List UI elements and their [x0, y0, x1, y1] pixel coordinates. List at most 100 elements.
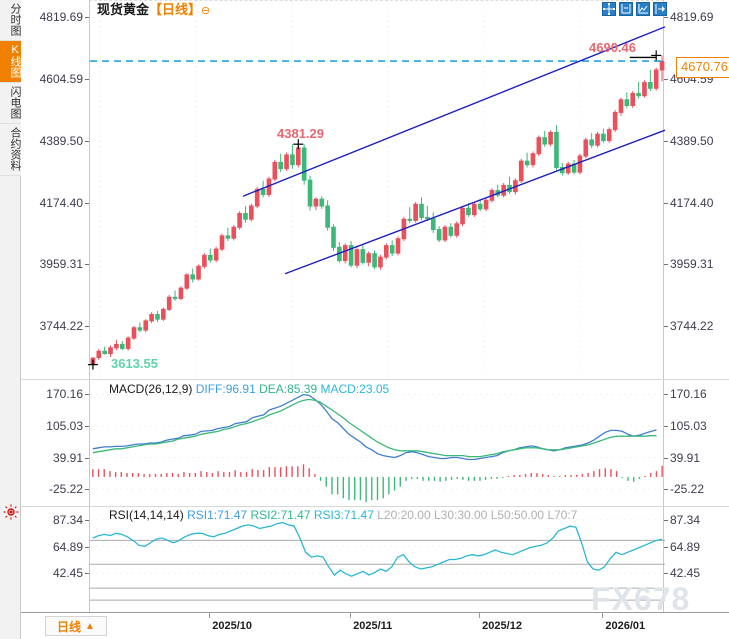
- ylab-macd-right-tick: 170.16: [670, 387, 707, 402]
- zoom-range-icon[interactable]: [636, 2, 650, 16]
- symbol-label: 现货黄金: [97, 2, 150, 17]
- measure-icon[interactable]: [619, 2, 633, 16]
- y-tick-mark: [664, 489, 668, 491]
- ylab-rsi-left-tick: 42.45: [52, 566, 83, 581]
- ylab-macd-left-tick: 39.91: [52, 450, 83, 465]
- y-tick-mark: [85, 17, 89, 19]
- y-tick-mark: [664, 264, 668, 266]
- ylab-macd-right-tick: -25.22: [670, 482, 705, 497]
- y-tick-mark: [85, 394, 89, 396]
- macd-title: MACD(26,12,9): [109, 382, 193, 396]
- x-axis: 2025/10 2025/11 2025/12 2026/01: [21, 612, 729, 639]
- macd-diff-value: DIFF:96.91: [195, 382, 256, 396]
- macd-series: [90, 393, 665, 503]
- annotation-low-3613: 3613.55: [111, 356, 158, 371]
- crosshair-icon[interactable]: [602, 2, 616, 16]
- x-axis-tick-label: 2025/11: [353, 620, 393, 632]
- rsi-l50-value: L50:50.00: [490, 508, 545, 522]
- period-selector-label: 日线: [57, 619, 82, 634]
- x-tick-mark: [602, 613, 604, 618]
- sidebar: 分时图 K线图 闪电图 合约资料: [0, 0, 21, 639]
- ylab-rsi-right-tick: 87.34: [670, 512, 701, 527]
- ylab-price-left-tick: 3959.31: [39, 257, 83, 272]
- y-tick-mark: [664, 546, 668, 548]
- macd-dea-value: DEA:85.39: [259, 382, 318, 396]
- ylab-macd-left-tick: 105.03: [46, 419, 83, 434]
- page-title: 现货黄金【日线】⊖: [97, 3, 210, 18]
- ylab-macd-left-tick: -25.22: [48, 482, 83, 497]
- ylab-price-right-tick: 4819.69: [670, 10, 714, 25]
- lock-icon[interactable]: ⊖: [201, 5, 211, 17]
- rsi-series: [90, 519, 665, 601]
- x-tick-mark: [479, 613, 481, 618]
- annotation-high-4690: 4690.46: [589, 40, 636, 55]
- ylab-rsi-right-tick: 64.89: [670, 539, 701, 554]
- caret-up-icon: ▲: [85, 620, 95, 632]
- sidebar-tab-contract[interactable]: 合约资料: [0, 124, 21, 176]
- rsi1-value: RSI1:71.47: [187, 508, 248, 522]
- y-tick-mark: [85, 79, 89, 81]
- x-axis-tick-label: 2026/01: [605, 620, 646, 632]
- ylab-price-right-tick: 3959.31: [670, 257, 714, 272]
- ylab-price-left-tick: 4174.40: [39, 195, 83, 210]
- y-tick-mark: [664, 394, 668, 396]
- ylab-macd-right-tick: 39.91: [670, 450, 701, 465]
- macd-panel[interactable]: 170.16 105.03 39.91 -25.22 170.16 105.03 39.9…: [21, 379, 729, 506]
- y-tick-mark: [85, 573, 89, 575]
- sidebar-tab-flash[interactable]: 闪电图: [0, 83, 21, 124]
- candlestick-series: [87, 1, 666, 380]
- annotation-high-4381: 4381.29: [277, 126, 324, 141]
- sidebar-tab-timeline[interactable]: 分时图: [0, 0, 21, 41]
- ylab-macd-right-tick: 105.03: [670, 419, 707, 434]
- sun-icon[interactable]: [3, 504, 19, 520]
- ylab-rsi-left-tick: 87.34: [52, 512, 83, 527]
- rsi2-value: RSI2:71.47: [250, 508, 311, 522]
- period-label: 【日线】: [149, 2, 202, 17]
- ylab-price-left-tick: 4819.69: [39, 10, 83, 25]
- rsi-plot-area[interactable]: [89, 507, 665, 612]
- rsi-l20-value: L20:20.00: [377, 508, 431, 522]
- ylab-price-left-tick: 4389.50: [39, 133, 83, 148]
- price-plot-area[interactable]: [87, 0, 666, 380]
- rsi-l30-value: L30:30.00: [433, 508, 488, 522]
- macd-legend: MACD(26,12,9) DIFF:96.91 DEA:85.39 MACD:…: [109, 383, 389, 396]
- ylab-price-right-tick: 4389.50: [670, 133, 714, 148]
- price-panel[interactable]: 4819.69 4604.59 4389.50 4174.40 3959.31 3744.…: [21, 0, 729, 380]
- y-tick-mark: [85, 546, 89, 548]
- chart-column: 4819.69 4604.59 4389.50 4174.40 3959.31 3744.…: [21, 0, 729, 639]
- ylab-rsi-right-tick: 42.45: [670, 566, 701, 581]
- ylab-price-right-tick: 4174.40: [670, 195, 714, 210]
- y-tick-mark: [85, 202, 89, 204]
- last-price-tag[interactable]: 4670.76: [676, 57, 729, 78]
- y-tick-mark: [664, 426, 668, 428]
- y-tick-mark: [664, 326, 668, 328]
- y-tick-mark: [85, 264, 89, 266]
- y-tick-mark: [664, 140, 668, 142]
- x-axis-tick-label: 2025/10: [212, 620, 253, 632]
- y-tick-mark: [85, 519, 89, 521]
- shift-right-icon[interactable]: [653, 2, 667, 16]
- macd-macd-value: MACD:23.05: [320, 382, 390, 396]
- y-tick-mark: [664, 519, 668, 521]
- rsi-legend: RSI(14,14,14) RSI1:71.47 RSI2:71.47 RSI3…: [109, 509, 577, 522]
- macd-plot-area[interactable]: [89, 380, 665, 506]
- x-axis-tick-label: 2025/12: [482, 620, 522, 632]
- rsi-title: RSI(14,14,14): [109, 508, 184, 522]
- y-tick-mark: [85, 426, 89, 428]
- y-tick-mark: [664, 457, 668, 459]
- rsi-l70-value: L70:7: [547, 508, 578, 522]
- y-tick-mark: [85, 140, 89, 142]
- y-tick-mark: [664, 79, 668, 81]
- ylab-price-left-tick: 4604.59: [39, 72, 83, 87]
- x-tick-mark: [350, 613, 352, 618]
- x-tick-mark: [209, 613, 211, 618]
- watermark: FX678: [591, 581, 691, 617]
- period-selector-button[interactable]: 日线 ▲: [45, 616, 107, 636]
- ylab-price-right-tick: 3744.22: [670, 319, 714, 334]
- rsi-panel[interactable]: 87.34 64.89 42.45 87.34 64.89 42.45: [21, 506, 729, 612]
- sidebar-tab-kline[interactable]: K线图: [0, 41, 21, 83]
- ylab-macd-left-tick: 170.16: [46, 387, 83, 402]
- ylab-price-left-tick: 3744.22: [39, 319, 83, 334]
- y-tick-mark: [664, 17, 668, 19]
